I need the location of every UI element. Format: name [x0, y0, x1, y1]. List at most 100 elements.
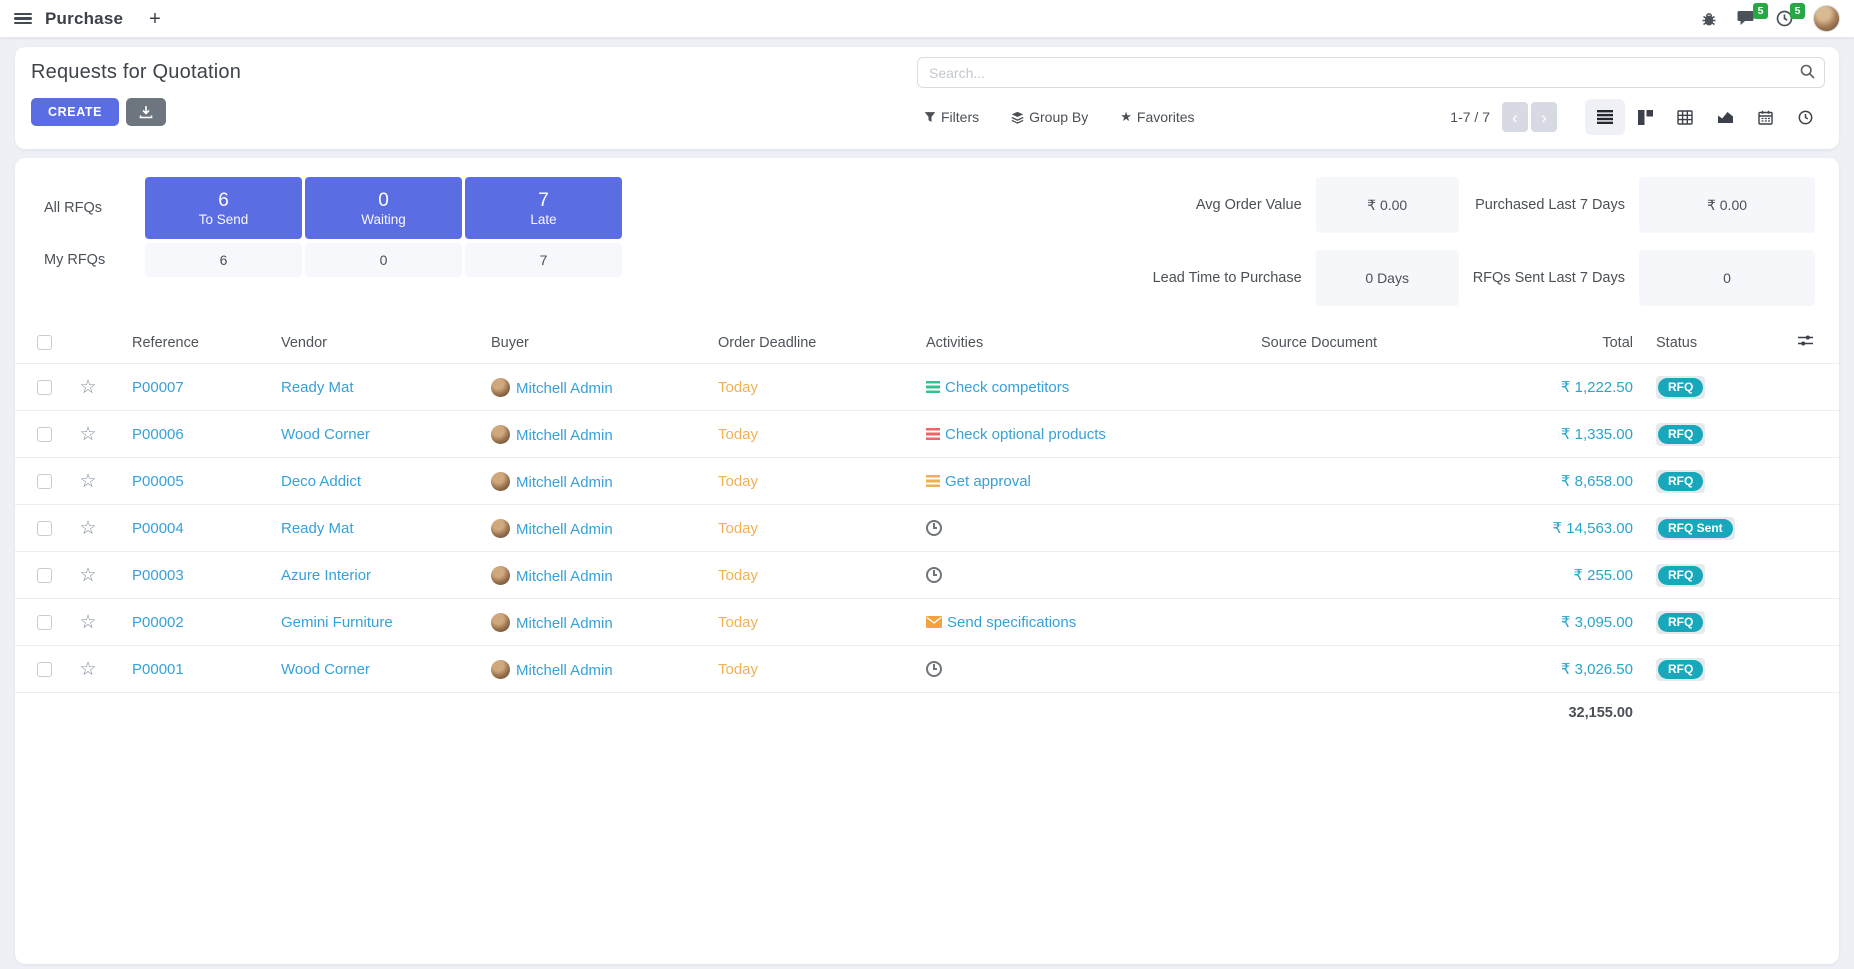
- table-row[interactable]: ☆ P00002 Gemini Furniture Mitchell Admin…: [15, 598, 1839, 646]
- vendor-link[interactable]: Wood Corner: [281, 425, 370, 443]
- row-checkbox[interactable]: [37, 427, 52, 443]
- tile-late[interactable]: 7 Late: [465, 177, 622, 239]
- favorite-star-icon[interactable]: ☆: [79, 611, 97, 633]
- activity-clock-icon[interactable]: 5: [1776, 3, 1805, 27]
- list-check-icon[interactable]: [926, 428, 940, 440]
- my-to-send-tile[interactable]: 6: [145, 243, 302, 277]
- reference-link[interactable]: P00007: [132, 378, 184, 396]
- reference-link[interactable]: P00001: [132, 660, 184, 678]
- vendor-link[interactable]: Ready Mat: [281, 378, 354, 396]
- vendor-link[interactable]: Wood Corner: [281, 660, 370, 678]
- activity-link[interactable]: Send specifications: [947, 613, 1077, 631]
- tile-waiting[interactable]: 0 Waiting: [305, 177, 462, 239]
- row-checkbox[interactable]: [37, 662, 52, 678]
- col-vendor[interactable]: Vendor: [281, 334, 327, 351]
- search-icon[interactable]: [1800, 64, 1815, 79]
- row-checkbox[interactable]: [37, 380, 52, 396]
- col-buyer[interactable]: Buyer: [491, 334, 529, 351]
- row-checkbox[interactable]: [37, 521, 52, 537]
- buyer-link[interactable]: Mitchell Admin: [516, 520, 613, 538]
- pivot-view-button[interactable]: [1665, 99, 1705, 135]
- messages-icon[interactable]: 5: [1737, 3, 1768, 27]
- kanban-view-button[interactable]: [1625, 99, 1665, 135]
- row-checkbox[interactable]: [37, 568, 52, 584]
- favorites-button[interactable]: ★ Favorites: [1120, 109, 1195, 125]
- col-status[interactable]: Status: [1656, 334, 1698, 351]
- my-waiting-tile[interactable]: 0: [305, 243, 462, 277]
- col-total[interactable]: Total: [1602, 334, 1633, 351]
- buyer-link[interactable]: Mitchell Admin: [516, 473, 613, 491]
- app-title[interactable]: Purchase: [45, 8, 124, 28]
- clock-icon[interactable]: [926, 661, 942, 677]
- reference-link[interactable]: P00003: [132, 566, 184, 584]
- buyer-link[interactable]: Mitchell Admin: [516, 426, 613, 444]
- table-row[interactable]: ☆ P00007 Ready Mat Mitchell Admin Today …: [15, 363, 1839, 411]
- reference-link[interactable]: P00005: [132, 472, 184, 490]
- table-row[interactable]: ☆ P00001 Wood Corner Mitchell Admin Toda…: [15, 645, 1839, 693]
- table-row[interactable]: ☆ P00005 Deco Addict Mitchell Admin Toda…: [15, 457, 1839, 505]
- vendor-link[interactable]: Deco Addict: [281, 472, 362, 490]
- col-reference[interactable]: Reference: [132, 334, 199, 351]
- vendor-link[interactable]: Gemini Furniture: [281, 613, 393, 631]
- reference-link[interactable]: P00002: [132, 613, 184, 631]
- optional-columns-icon[interactable]: [1798, 334, 1813, 347]
- favorite-star-icon[interactable]: ☆: [79, 423, 97, 445]
- table-row[interactable]: ☆ P00003 Azure Interior Mitchell Admin T…: [15, 551, 1839, 599]
- row-checkbox[interactable]: [37, 615, 52, 631]
- buyer-link[interactable]: Mitchell Admin: [516, 661, 613, 679]
- order-deadline: Today: [718, 660, 759, 678]
- bug-icon[interactable]: [1701, 11, 1717, 27]
- favorite-star-icon[interactable]: ☆: [79, 564, 97, 586]
- hamburger-menu-icon[interactable]: [14, 12, 32, 25]
- table-row[interactable]: ☆ P00004 Ready Mat Mitchell Admin Today …: [15, 504, 1839, 552]
- group-by-button[interactable]: Group By: [1011, 109, 1088, 125]
- all-rfqs-link[interactable]: All RFQs: [44, 200, 102, 216]
- filters-button[interactable]: Filters: [924, 109, 979, 125]
- my-late-tile[interactable]: 7: [465, 243, 622, 277]
- create-button[interactable]: CREATE: [31, 98, 120, 126]
- list-view-button[interactable]: [1585, 99, 1625, 135]
- col-source[interactable]: Source Document: [1261, 334, 1378, 351]
- list-check-icon[interactable]: [926, 381, 940, 393]
- user-avatar[interactable]: [1813, 5, 1840, 32]
- reference-link[interactable]: P00004: [132, 519, 184, 537]
- reference-link[interactable]: P00006: [132, 425, 184, 443]
- graph-view-button[interactable]: [1705, 99, 1745, 135]
- buyer-avatar: [491, 659, 510, 679]
- favorite-star-icon[interactable]: ☆: [79, 470, 97, 492]
- buyer-link[interactable]: Mitchell Admin: [516, 379, 613, 397]
- activity-link[interactable]: Check competitors: [945, 378, 1070, 396]
- vendor-link[interactable]: Azure Interior: [281, 566, 372, 584]
- table-row[interactable]: ☆ P00006 Wood Corner Mitchell Admin Toda…: [15, 410, 1839, 458]
- favorite-star-icon[interactable]: ☆: [79, 658, 97, 680]
- main-content: All RFQs 6 To Send 0 Waiting 7 Late My R…: [15, 158, 1839, 964]
- total-amount: ₹ 8,658.00: [1560, 473, 1633, 490]
- col-deadline[interactable]: Order Deadline: [718, 334, 817, 351]
- tile-to-send[interactable]: 6 To Send: [145, 177, 302, 239]
- plus-icon[interactable]: +: [149, 7, 161, 30]
- source-document-cell: [1257, 505, 1515, 552]
- clock-icon[interactable]: [926, 567, 942, 583]
- favorite-star-icon[interactable]: ☆: [79, 376, 97, 398]
- envelope-icon[interactable]: [926, 616, 942, 628]
- kpi-rfqs-sent-value: 0: [1639, 250, 1815, 306]
- activity-link[interactable]: Get approval: [945, 472, 1031, 490]
- row-checkbox[interactable]: [37, 474, 52, 490]
- list-check-icon[interactable]: [926, 475, 940, 487]
- buyer-link[interactable]: Mitchell Admin: [516, 567, 613, 585]
- my-rfqs-link[interactable]: My RFQs: [44, 252, 106, 268]
- activity-view-button[interactable]: [1785, 99, 1825, 135]
- clock-icon[interactable]: [926, 520, 942, 536]
- export-button[interactable]: [126, 98, 167, 126]
- activity-link[interactable]: Check optional products: [945, 425, 1106, 443]
- late-label: Late: [530, 212, 557, 228]
- buyer-link[interactable]: Mitchell Admin: [516, 614, 613, 632]
- calendar-view-button[interactable]: [1745, 99, 1785, 135]
- pager-previous-button[interactable]: ‹: [1502, 102, 1528, 132]
- col-activities[interactable]: Activities: [926, 334, 984, 351]
- select-all-checkbox[interactable]: [37, 335, 52, 351]
- pager-next-button[interactable]: ›: [1531, 102, 1557, 132]
- vendor-link[interactable]: Ready Mat: [281, 519, 354, 537]
- favorite-star-icon[interactable]: ☆: [79, 517, 97, 539]
- search-input[interactable]: [917, 57, 1825, 88]
